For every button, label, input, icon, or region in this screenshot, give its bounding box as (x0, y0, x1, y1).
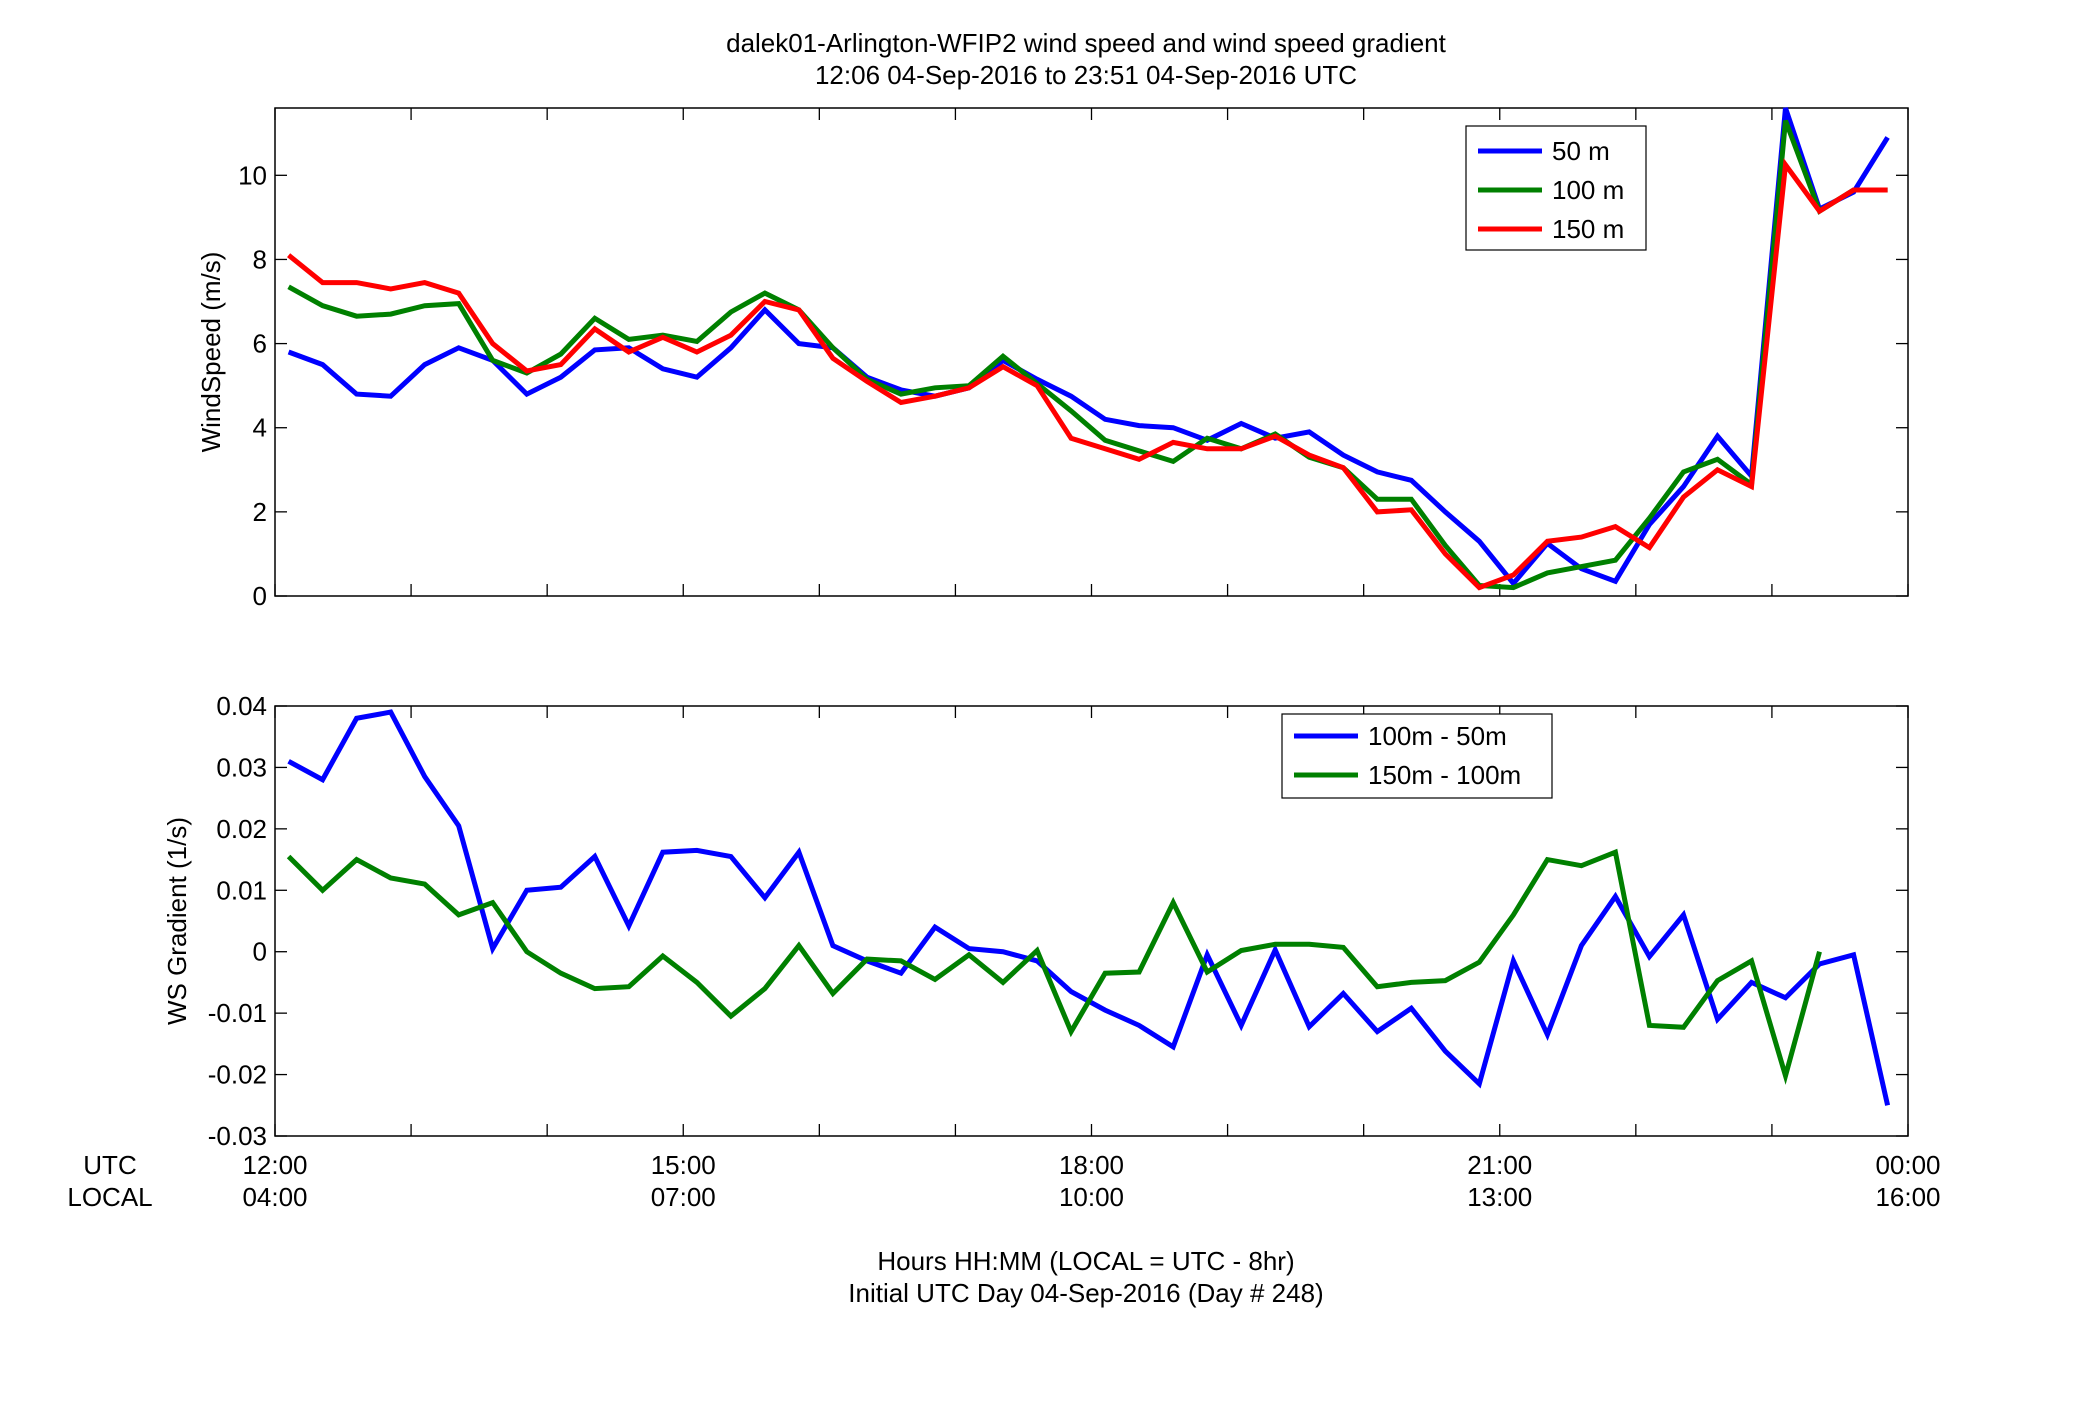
x-tick-label-local: 16:00 (1875, 1182, 1940, 1212)
x-tick-label-local: 13:00 (1467, 1182, 1532, 1212)
gradient-y-tick-label: 0.02 (216, 814, 267, 844)
windspeed-panel: 0 2 4 6 8 10 WindSpeed (m/s) 50 m 100 m 150 m (196, 107, 1909, 611)
gradient-y-tick-label: -0.01 (208, 998, 267, 1028)
gradient-series-line-1 (286, 848, 1822, 1085)
x-tick-label-local: 10:00 (1059, 1182, 1124, 1212)
gradient-y-tick-label: -0.03 (208, 1121, 267, 1151)
windspeed-y-tick-labels: 0 2 4 6 8 10 (238, 160, 267, 611)
gradient-y-tick-labels: -0.03 -0.02 -0.01 0 0.01 0.02 0.03 0.04 (208, 691, 267, 1151)
x-tick-label-local: 04:00 (242, 1182, 307, 1212)
windspeed-series-line-0 (287, 107, 1890, 588)
gradient-y-tick-label: -0.02 (208, 1060, 267, 1090)
legend-label-150m: 150 m (1552, 214, 1624, 244)
windspeed-y-tick-label: 6 (253, 329, 267, 359)
legend-label-50m: 50 m (1552, 136, 1610, 166)
x-tick-label-local: 07:00 (651, 1182, 716, 1212)
windspeed-y-tick-label: 2 (253, 497, 267, 527)
gradient-y-tick-label: 0.03 (216, 752, 267, 782)
gradient-y-axis-label: WS Gradient (1/s) (162, 817, 192, 1025)
x-row-label-local: LOCAL (67, 1182, 152, 1212)
legend-label-150m-100m: 150m - 100m (1368, 760, 1521, 790)
x-tick-label-utc: 18:00 (1059, 1150, 1124, 1180)
windspeed-y-axis-label: WindSpeed (m/s) (196, 252, 226, 453)
gradient-panel: -0.03 -0.02 -0.01 0 0.01 0.02 0.03 0.04 WS Grad… (162, 691, 1909, 1151)
x-axis-sublabel: Initial UTC Day 04-Sep-2016 (Day # 248) (848, 1278, 1323, 1308)
x-row-label-utc: UTC (83, 1150, 136, 1180)
windspeed-legend: 50 m 100 m 150 m (1465, 125, 1647, 251)
x-tick-label-utc: 21:00 (1467, 1150, 1532, 1180)
gradient-legend-box (1281, 713, 1553, 799)
chart-subtitle: 12:06 04-Sep-2016 to 23:51 04-Sep-2016 U… (815, 60, 1357, 90)
gradient-legend: 100m - 50m 150m - 100m (1281, 713, 1553, 799)
gradient-plot-area (274, 705, 1909, 1137)
x-tick-label-utc: 12:00 (242, 1150, 307, 1180)
gradient-y-tick-label: 0.04 (216, 691, 267, 721)
windspeed-series-line-2 (287, 158, 1888, 591)
windspeed-y-tick-label: 10 (238, 160, 267, 190)
windspeed-y-tick-label: 0 (253, 581, 267, 611)
legend-label-100m-50m: 100m - 50m (1368, 721, 1507, 751)
windspeed-y-tick-label: 8 (253, 244, 267, 274)
x-tick-label-utc: 00:00 (1875, 1150, 1940, 1180)
windspeed-series (287, 107, 1890, 591)
gradient-series (286, 709, 1891, 1106)
windspeed-ticks (274, 108, 1909, 597)
windspeed-y-tick-label: 4 (253, 413, 267, 443)
legend-label-100m: 100 m (1552, 175, 1624, 205)
windspeed-plot-area (274, 107, 1909, 597)
x-tick-label-utc: 15:00 (651, 1150, 716, 1180)
chart-title: dalek01-Arlington-WFIP2 wind speed and w… (726, 28, 1447, 58)
gradient-y-tick-label: 0.01 (216, 875, 267, 905)
windspeed-series-line-1 (287, 119, 1888, 591)
gradient-y-tick-label: 0 (253, 937, 267, 967)
x-axis-label: Hours HH:MM (LOCAL = UTC - 8hr) (877, 1246, 1294, 1276)
